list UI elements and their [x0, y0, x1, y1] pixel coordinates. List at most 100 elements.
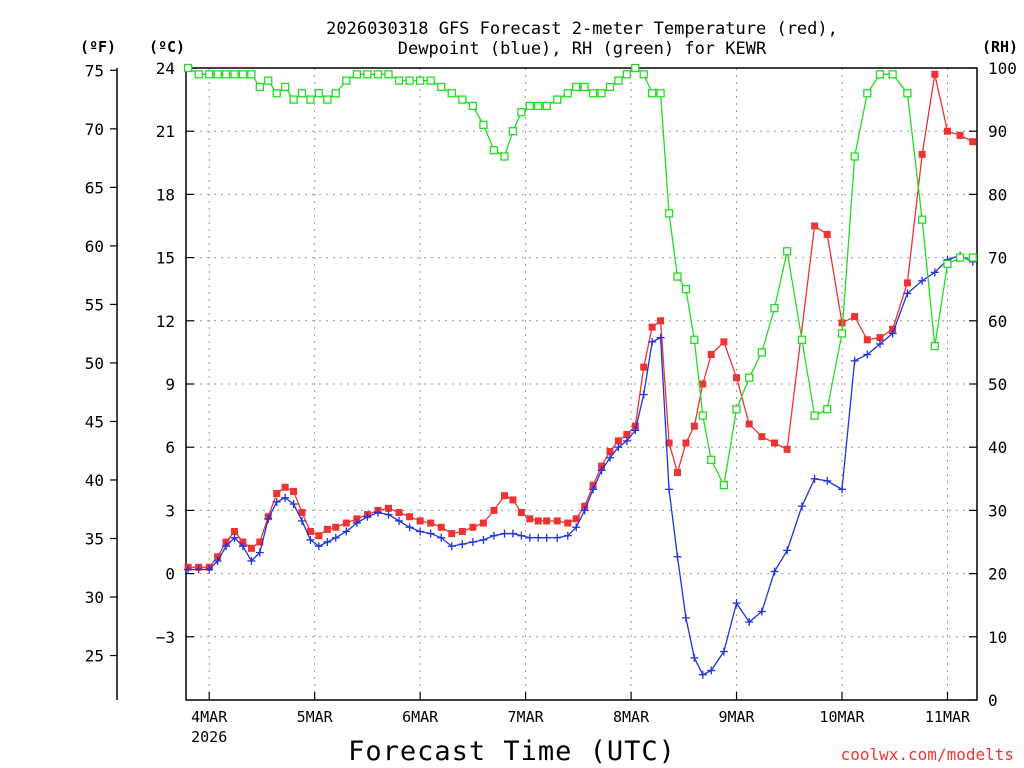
rh-point	[631, 63, 640, 73]
rh-point	[810, 411, 819, 420]
temperature-point	[332, 523, 340, 531]
rh-point	[955, 253, 965, 262]
fahrenheit-tick-label: 35	[85, 529, 104, 548]
temperature-point	[851, 313, 859, 321]
temperature-point	[631, 422, 639, 430]
temperature-point	[758, 433, 766, 441]
temperature-point	[517, 509, 525, 517]
celsius-tick-label: 0	[165, 565, 175, 584]
rh-point	[588, 89, 598, 98]
dewpoint-point	[580, 506, 589, 515]
rh-point	[823, 405, 832, 414]
temperature-point	[353, 515, 361, 523]
dewpoint-point	[639, 390, 648, 399]
rh-point	[415, 76, 425, 85]
rh-point	[247, 70, 256, 79]
temperature-point	[771, 439, 779, 447]
temperature-point	[733, 374, 741, 382]
rh-point	[280, 82, 290, 92]
rh-point	[664, 209, 674, 218]
dewpoint-point	[572, 523, 581, 532]
fahrenheit-tick-label: 40	[85, 471, 104, 490]
chart-subtitle: Dewpoint (blue), RH (green) for KEWR	[398, 39, 767, 59]
celsius-tick-label: 15	[156, 249, 175, 268]
rh-point	[500, 152, 509, 161]
x-tick-label: 8MAR	[613, 708, 650, 726]
dewpoint-line	[188, 254, 974, 676]
credit-text: coolwx.com/modelts	[841, 745, 1014, 764]
temperature-point	[458, 527, 466, 535]
dewpoint-point	[797, 502, 806, 511]
temperature-point	[214, 553, 222, 561]
temperature-point	[783, 445, 791, 453]
rh-point	[205, 70, 214, 79]
rh-point	[194, 70, 203, 79]
fahrenheit-tick-label: 55	[85, 295, 104, 314]
rh-point	[698, 411, 707, 420]
fahrenheit-tick-label: 70	[85, 120, 104, 139]
rh-point	[289, 95, 298, 104]
rh-point	[323, 95, 332, 104]
temperature-point	[811, 222, 819, 230]
celsius-tick-label: 3	[165, 501, 175, 520]
unit-label-fahrenheit: (ºF)	[80, 38, 116, 56]
rh-point	[534, 101, 543, 111]
temperature-point	[479, 519, 487, 527]
rh-point	[297, 89, 307, 98]
rh-point	[681, 285, 691, 294]
dewpoint-point	[525, 533, 534, 542]
dewpoint-point	[719, 647, 728, 656]
rh-point	[757, 348, 766, 357]
celsius-tick-label: 12	[156, 312, 175, 331]
rh-point	[968, 253, 977, 262]
x-tick-label-year: 2026	[191, 728, 227, 746]
temperature-point	[437, 523, 445, 531]
rh-point	[255, 82, 264, 92]
x-tick-label: 10MAR	[819, 708, 865, 726]
dewpoint-point	[352, 519, 361, 528]
rh-point	[875, 70, 885, 79]
celsius-tick-label: 18	[156, 185, 175, 204]
temperature-point	[699, 380, 707, 388]
rh-point	[272, 89, 281, 98]
temperature-point	[509, 496, 517, 504]
dewpoint-point	[230, 533, 239, 542]
dewpoint-point	[783, 546, 792, 555]
celsius-tick-labels: 24 21 18 15 12 9 6 3 0 −3	[156, 59, 175, 647]
rh-point	[238, 70, 248, 79]
x-tick-label: 7MAR	[508, 708, 545, 726]
series-layer	[183, 63, 977, 679]
temperature-point	[323, 525, 331, 533]
rh-point	[563, 89, 572, 98]
temperature-point	[239, 538, 247, 546]
temperature-point	[606, 447, 614, 455]
celsius-tick-label: 6	[165, 438, 175, 457]
dewpoint-point	[534, 533, 543, 542]
temperature-point	[427, 519, 435, 527]
temperature-point	[673, 468, 681, 476]
rh-point	[622, 70, 632, 79]
temperature-point	[406, 513, 414, 521]
rh-point	[230, 70, 239, 79]
rh-point	[213, 70, 222, 79]
temperature-point	[918, 150, 926, 158]
dewpoint-point	[903, 289, 912, 298]
dewpoint-point	[614, 443, 623, 452]
rh-point	[331, 89, 340, 98]
rh-point	[306, 95, 315, 104]
temperature-point	[956, 131, 964, 139]
rh-point	[797, 335, 807, 344]
rh-point	[221, 70, 231, 79]
temperature-point	[598, 462, 606, 470]
series-rh	[183, 63, 977, 490]
rh-point	[517, 108, 526, 117]
temperature-point	[273, 490, 281, 498]
rh-line	[187, 67, 973, 488]
rh-point	[690, 335, 699, 344]
rh-point	[648, 89, 657, 98]
x-axis-label: Forecast Time (UTC)	[348, 736, 676, 767]
temperature-point	[448, 530, 456, 538]
temperature-point	[931, 70, 939, 78]
temperature-point	[553, 517, 561, 525]
